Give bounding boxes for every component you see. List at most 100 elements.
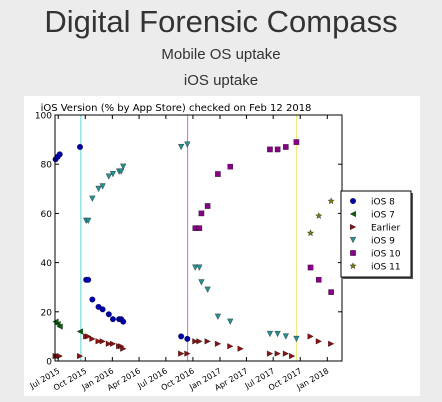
legend-marker-ios-8 [350,198,356,204]
y-tick-label: 0 [46,358,52,368]
legend-label-ios-9: iOS 9 [371,237,395,247]
ios-10-point [204,203,211,209]
ios-9-point [109,171,116,178]
y-tick-label: 60 [41,210,53,220]
y-tick-label: 80 [41,161,53,171]
data-points [52,139,335,360]
ios-9-point [266,330,273,338]
legend-box [340,190,412,278]
earlier-point [237,345,244,352]
earlier-point [85,333,92,340]
legend: iOS 8 iOS 7 Earlier iOS 9 iOS 10 iOS 11 [340,190,413,279]
ios-9-point [120,163,127,170]
ios-8-point [89,296,96,303]
legend-marker-ios-9 [349,237,357,244]
ios-10-point [267,146,273,153]
ios-9-point [214,313,221,320]
earlier-point [105,340,112,347]
ios-10-point [307,264,314,271]
legend-label-earlier: Earlier [371,224,400,234]
ios-9-point [198,279,205,286]
earlier-point [184,350,191,357]
ios-11-point [327,197,335,205]
chart-title: iOS Version (% by App Store) checked on … [41,103,312,114]
y-tick-label: 100 [35,112,52,122]
earlier-point [109,340,117,347]
ios-9-point [196,264,203,271]
ios-10-point [198,210,205,217]
legend-label-ios-7: iOS 7 [371,211,395,221]
ios-7-point [56,323,63,330]
ios-9-point [99,183,106,190]
earlier-point [95,338,102,345]
ios-8-point [178,333,185,340]
site-title: Digital Forensic Compass [44,4,398,39]
ios-10-point [283,144,289,150]
earlier-point [307,333,314,340]
ios-8-point [85,276,92,283]
ios-8-point [109,316,116,323]
y-axis: 0 20 40 60 80 100 [35,112,342,368]
y-tick-label: 40 [41,259,53,269]
ios-11-point [306,229,315,237]
earlier-point [214,340,222,347]
ios-9-point [178,144,185,151]
ios-9-point [118,168,125,175]
earlier-point [77,353,84,360]
ios-10-point [293,139,300,145]
ios-8-point [105,311,112,318]
legend-label-ios-8: iOS 8 [371,198,395,208]
y-tick-label: 20 [41,308,53,318]
legend-marker-ios-11 [349,262,357,270]
legend-label-ios-10: iOS 10 [371,250,401,260]
ios-9-point [282,333,289,340]
earlier-point [204,338,211,345]
release-lines [80,115,298,361]
earlier-point [267,350,274,357]
ios-9-point [105,173,112,180]
ios-9-point [274,330,281,338]
ios-9-point [192,264,199,271]
earlier-point [315,338,322,345]
page-subtitle: Mobile OS uptake [161,46,281,63]
earlier-point [328,340,335,347]
ios-9-point [184,141,191,148]
earlier-point [227,343,234,350]
ios-8-point [77,144,83,150]
legend-marker-ios-7 [349,210,356,218]
ios-9-point [227,318,234,325]
ios-10-point [196,225,203,231]
ios-10-point [328,289,334,295]
earlier-point [89,335,96,342]
earlier-point [196,338,203,345]
ios-7-point [76,328,83,335]
earlier-point [274,350,281,357]
chart-figure: iOS Version (% by App Store) checked on … [24,96,420,396]
plot-frame [54,114,343,362]
ios-9-point [85,217,92,224]
ios-8-point [120,318,127,325]
legend-marker-ios-10 [350,250,356,256]
ios-8-point [56,151,63,158]
earlier-point [120,345,127,352]
ios-9-point [89,195,96,202]
ios-uptake-chart: iOS Version (% by App Store) checked on … [28,103,413,393]
ios-8-point [99,306,106,313]
earlier-point [192,338,199,345]
section-title: iOS uptake [183,72,259,89]
earlier-point [289,353,296,360]
earlier-point [178,350,185,357]
ios-10-point [316,277,322,283]
ios-11-point [315,212,323,219]
ios-10-point [215,171,221,177]
legend-marker-earlier [350,223,357,231]
ios-9-point [293,335,300,342]
ios-9-point [95,185,102,192]
ios-8-point [184,335,191,342]
ios-10-point [227,163,234,170]
earlier-point [99,338,106,345]
ios-9-point [204,286,211,293]
legend-label-ios-11: iOS 11 [371,263,401,273]
earlier-point [282,350,289,357]
